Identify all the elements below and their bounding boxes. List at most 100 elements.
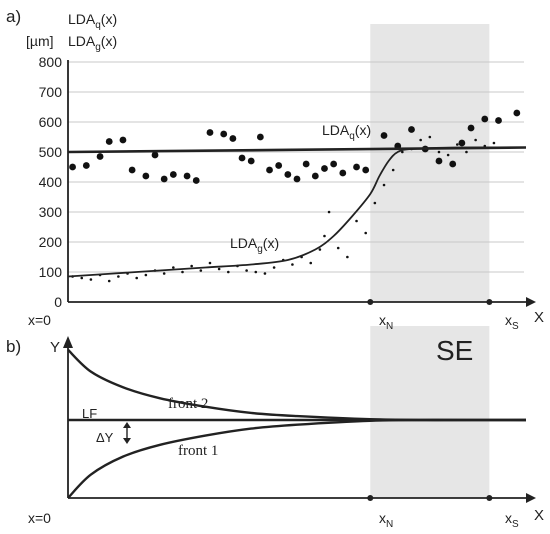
ldaq-point <box>238 154 246 162</box>
ldaq-point <box>435 157 443 165</box>
ldag-point <box>446 153 450 157</box>
x-axis-arrow <box>526 297 536 307</box>
ldaq-point <box>169 171 177 178</box>
ldaq-point <box>220 130 228 138</box>
front-1-label: front 1 <box>178 443 218 459</box>
se-region-shade-a <box>370 24 490 302</box>
panel-b-xn-label: xN <box>379 510 393 530</box>
x-axis-arrow <box>526 493 536 503</box>
panel-a-origin-label: x=0 <box>28 312 51 328</box>
x-marker <box>486 495 493 501</box>
ldaq-point <box>495 117 502 124</box>
y-tick-label: 600 <box>39 114 63 130</box>
ldag-point <box>437 150 441 154</box>
ldaq-point <box>247 157 255 165</box>
ldaq-point <box>467 124 475 132</box>
ldaq-point <box>128 166 136 174</box>
x-marker <box>367 299 374 305</box>
ldag-point <box>309 261 313 265</box>
ldaq-point <box>119 136 127 144</box>
series-ldaq-points <box>69 109 521 184</box>
x-marker <box>367 495 374 501</box>
ldag-point <box>364 231 368 235</box>
y-tick-label: 700 <box>39 84 63 100</box>
ldag-point <box>181 270 184 274</box>
ldaq-point <box>183 172 191 180</box>
panel-a-x-axis-label: X <box>534 309 544 326</box>
ldag-point <box>117 275 120 278</box>
ldag-point <box>382 183 386 187</box>
panel-b-label: b) <box>6 337 21 356</box>
ldag-point <box>474 138 477 142</box>
ldaq-point <box>160 175 168 183</box>
panel-a-axes <box>67 60 536 307</box>
front-1-curve <box>67 418 527 499</box>
ldaq-point <box>284 171 292 178</box>
ldag-point <box>327 210 331 214</box>
ldaq-point <box>266 166 273 174</box>
ldag-point <box>107 279 111 283</box>
y-tick-label: 800 <box>39 54 63 70</box>
panel-b-origin-label: x=0 <box>28 510 51 526</box>
panel-b-xs-label: xS <box>505 510 519 530</box>
ldaq-point <box>311 172 319 180</box>
ldag-point <box>245 269 248 272</box>
ldaq-point <box>82 162 90 169</box>
y-tick-label: 200 <box>39 234 63 250</box>
ldag-point <box>323 234 326 238</box>
ldag-point <box>135 276 138 280</box>
ldaq-point <box>408 126 415 133</box>
ldag-point <box>419 138 422 142</box>
delta-y-arrow <box>123 422 131 444</box>
y-tick-label: 100 <box>39 264 63 280</box>
ldaq-point <box>275 162 283 169</box>
ldag-point <box>456 143 459 146</box>
ldaq-point <box>302 160 310 168</box>
panel-b-x-axis-label: X <box>534 507 544 524</box>
ldag-point <box>162 272 166 275</box>
ldaq-point <box>380 132 388 139</box>
panel-a-xn-label: xN <box>379 312 393 332</box>
ldag-point <box>492 141 496 145</box>
y-tick-label: 400 <box>39 174 63 190</box>
ldag-point <box>428 135 432 139</box>
ldag-point <box>272 266 276 269</box>
ldag-point <box>172 266 175 269</box>
ldag-point <box>263 272 267 275</box>
ldaq-point <box>293 175 301 183</box>
ldaq-point <box>339 169 347 177</box>
ldag-point <box>89 278 93 281</box>
ldag-point <box>144 273 148 277</box>
ldaq-point <box>105 138 113 145</box>
ldag-point <box>227 270 230 274</box>
ldaq-point <box>321 165 328 172</box>
y-tick-label: 500 <box>39 144 63 160</box>
ldaq-point <box>206 129 214 136</box>
curve-ldag-label: LDAg(x) <box>230 235 279 255</box>
panel-a-label: a) <box>6 7 21 26</box>
panel-a-y-ticks: 0 100 200 300 400 500 600 700 800 <box>39 54 63 310</box>
ldag-point <box>373 201 377 205</box>
ldaq-point <box>229 135 237 142</box>
series-ldag-fit-curve <box>67 146 527 278</box>
ldag-point <box>336 246 340 250</box>
ldag-point <box>199 269 203 272</box>
se-region-shade-b <box>370 326 490 498</box>
ldag-point <box>346 255 349 259</box>
ldag-point <box>355 219 358 223</box>
ldag-point <box>217 267 221 271</box>
ldaq-point <box>330 160 338 168</box>
ldaq-point <box>256 133 264 141</box>
y-axis-unit-label: [µm] <box>26 33 54 49</box>
x-marker <box>486 299 493 305</box>
delta-y-label: ΔY <box>96 430 114 445</box>
y-axis-arrow <box>63 336 73 348</box>
ldag-point <box>291 263 294 266</box>
ldag-point <box>254 270 258 274</box>
front-2-label: front 2 <box>168 396 208 412</box>
legend-line-2: LDAg(x) <box>68 33 117 53</box>
ldaq-point <box>449 160 457 168</box>
ldaq-point <box>96 153 104 160</box>
ldaq-point <box>481 115 489 123</box>
